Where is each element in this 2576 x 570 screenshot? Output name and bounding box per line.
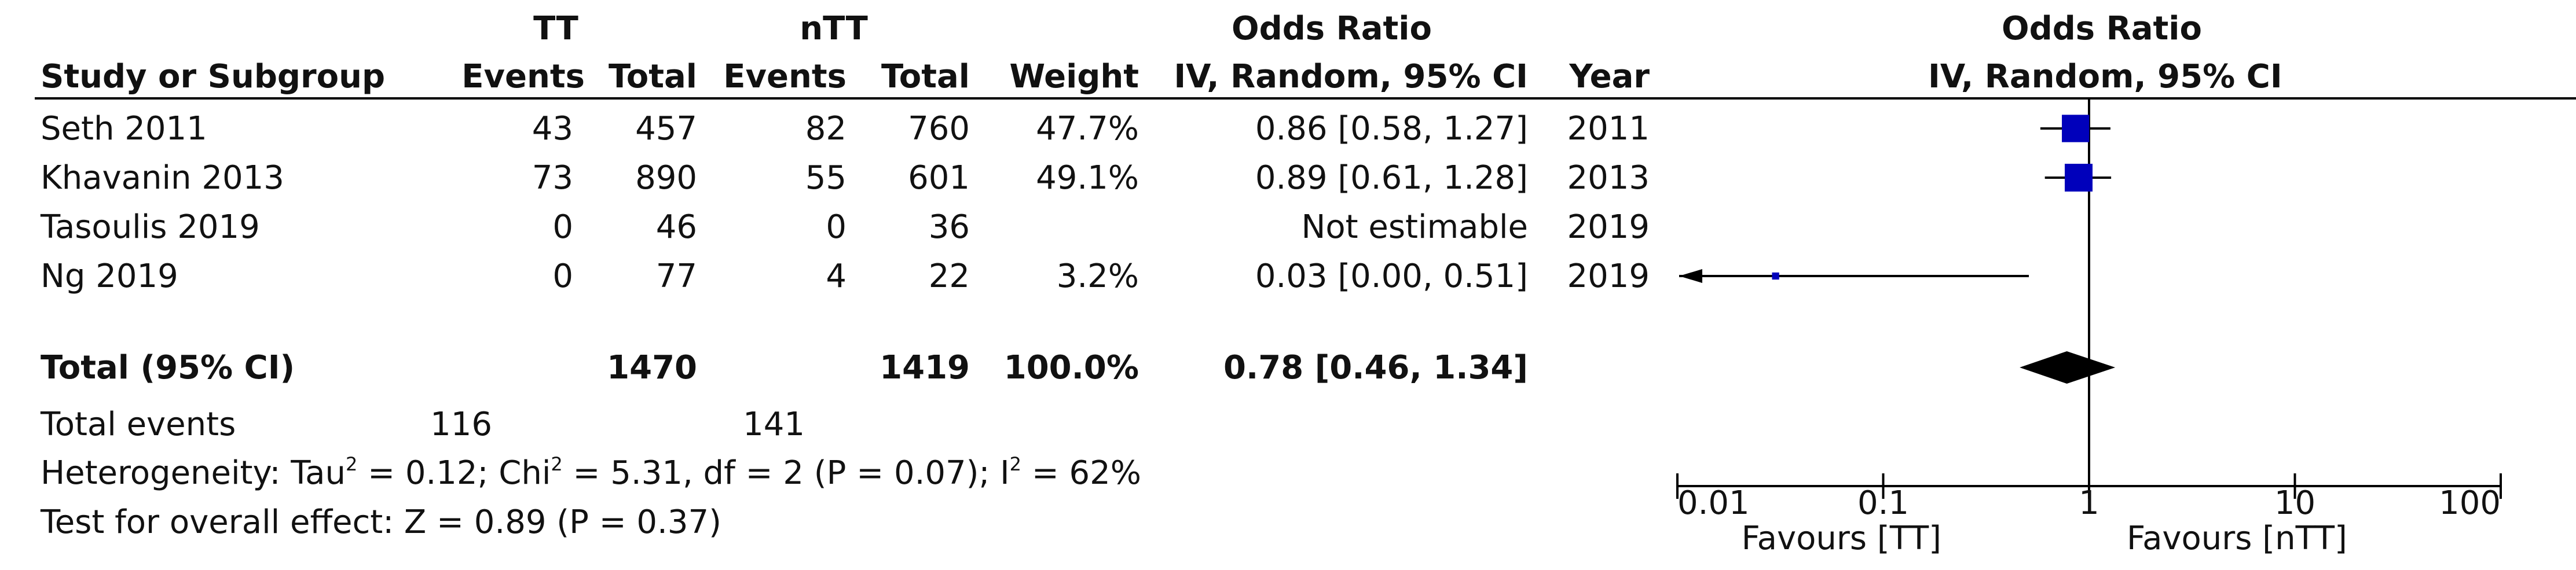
study-marker [2062, 115, 2090, 142]
study-events2: 82 [805, 110, 847, 148]
x-tick-label: 0.1 [1857, 484, 1910, 522]
plot-header: Odds Ratio [2002, 10, 2202, 47]
study-total1: 890 [635, 159, 697, 197]
total1-header: Total [609, 58, 697, 95]
x-tick-label: 100 [2439, 484, 2501, 522]
study-name: Khavanin 2013 [41, 159, 284, 197]
study-total1: 77 [655, 258, 697, 295]
study-events1: 73 [532, 159, 573, 197]
ci-arrow [1679, 269, 1702, 283]
study-total1: 46 [655, 208, 697, 246]
plot-method-header: IV, Random, 95% CI [1928, 58, 2282, 95]
total-ci: 0.78 [0.46, 1.34] [1223, 349, 1528, 387]
study-total2: 601 [908, 159, 970, 197]
study-total1: 457 [635, 110, 697, 148]
study-ci: 0.86 [0.58, 1.27] [1255, 110, 1528, 148]
x-tick-label: 1 [2079, 484, 2099, 522]
study-weight: 3.2% [1056, 258, 1139, 295]
study-col-header: Study or Subgroup [41, 58, 386, 95]
study-name: Ng 2019 [41, 258, 178, 295]
study-name: Seth 2011 [41, 110, 207, 148]
study-weight: 49.1% [1036, 159, 1139, 197]
study-marker [2065, 164, 2093, 192]
study-events1: 0 [552, 258, 573, 295]
study-total2: 22 [928, 258, 970, 295]
total-events-label: Total events [41, 406, 236, 443]
total-label: Total (95% CI) [41, 349, 295, 387]
study-events2: 55 [805, 159, 847, 197]
group1-header: TT [533, 10, 578, 47]
study-year: 2013 [1567, 159, 1650, 197]
study-ci: 0.89 [0.61, 1.28] [1255, 159, 1528, 197]
or-header: Odds Ratio [1232, 10, 1432, 47]
study-total2: 36 [928, 208, 970, 246]
study-year: 2019 [1567, 208, 1650, 246]
events1-header: Events [461, 58, 585, 95]
study-year: 2011 [1567, 110, 1650, 148]
pooled-diamond [2020, 351, 2116, 384]
events2-header: Events [723, 58, 847, 95]
study-events1: 43 [532, 110, 573, 148]
study-weight: 47.7% [1036, 110, 1139, 148]
total-total2: 1419 [880, 349, 970, 387]
study-events2: 0 [826, 208, 847, 246]
x-tick-label: 10 [2274, 484, 2316, 522]
total2-header: Total [881, 58, 970, 95]
overall-effect-text: Test for overall effect: Z = 0.89 (P = 0… [41, 503, 721, 541]
study-events1: 0 [552, 208, 573, 246]
study-ci: Not estimable [1301, 208, 1528, 246]
heterogeneity-text: Heterogeneity: Tau2 = 0.12; Chi2 = 5.31,… [41, 453, 1142, 492]
weight-header: Weight [1009, 58, 1139, 95]
study-year: 2019 [1567, 258, 1650, 295]
study-total2: 760 [908, 110, 970, 148]
method-header: IV, Random, 95% CI [1174, 58, 1528, 95]
favours-left: Favours [TT] [1741, 520, 1941, 557]
study-ci: 0.03 [0.00, 0.51] [1255, 258, 1528, 295]
total-total1: 1470 [607, 349, 697, 387]
study-marker [1772, 272, 1779, 280]
study-events2: 4 [826, 258, 847, 295]
total-weight: 100.0% [1003, 349, 1139, 387]
group2-header: nTT [800, 10, 868, 47]
total-events2: 141 [743, 406, 805, 443]
total-events1: 116 [430, 406, 492, 443]
x-tick-label: 0.01 [1677, 484, 1750, 522]
study-name: Tasoulis 2019 [41, 208, 260, 246]
favours-right: Favours [nTT] [2127, 520, 2347, 557]
year-header: Year [1569, 58, 1650, 95]
